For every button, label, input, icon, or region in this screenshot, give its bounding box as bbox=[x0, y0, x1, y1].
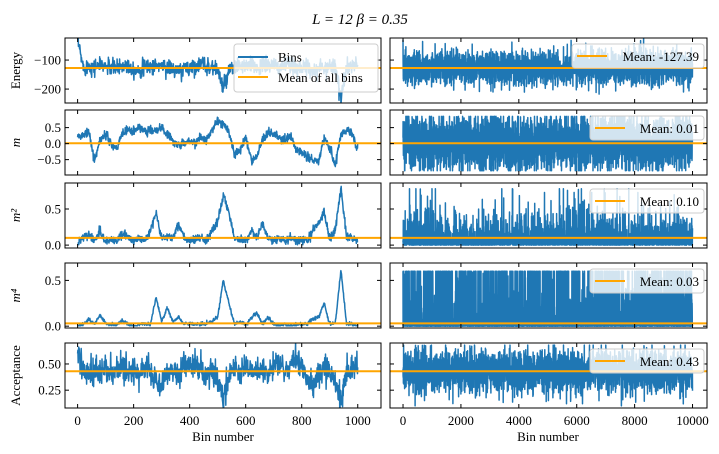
chart-title: L = 12 β = 0.35 bbox=[311, 12, 408, 28]
y-tick-label: 0.5 bbox=[45, 202, 61, 217]
panel-left-3: 0.5 0.0 m⁴ bbox=[8, 262, 382, 334]
series-group bbox=[390, 188, 707, 246]
panel-right-0: Mean: -127.39 bbox=[389, 37, 708, 104]
panel-left-1: 0.50.0−0.5 m bbox=[8, 109, 382, 176]
legend-mean-label: Mean: 0.43 bbox=[640, 354, 699, 369]
legend-box bbox=[589, 115, 705, 141]
axes-frame bbox=[389, 182, 708, 249]
y-tick-label: 0.0 bbox=[45, 136, 61, 151]
panel-left-4: 0 200 400 600 800 1000 0.50 0.25 Acceptance bbox=[8, 342, 382, 428]
x-tick-label: 1000 bbox=[345, 413, 371, 428]
panel-right-3: Mean: 0.03 bbox=[389, 262, 708, 329]
y-tick-label: 0.25 bbox=[38, 383, 61, 398]
legend: Mean: 0.01 bbox=[589, 115, 705, 141]
panel-right-2: Mean: 0.10 bbox=[389, 182, 708, 249]
y-axis-label: m bbox=[8, 138, 23, 147]
x-tick-label: 200 bbox=[124, 413, 144, 428]
x-tick-label: 10000 bbox=[676, 413, 709, 428]
series-group bbox=[390, 270, 707, 327]
y-axis-label: m⁴ bbox=[8, 288, 23, 302]
legend: Mean: -127.39 bbox=[571, 43, 705, 69]
legend-mean-label: Mean: 0.10 bbox=[640, 194, 699, 209]
series-group bbox=[65, 269, 381, 327]
legend-mean-label: Mean: -127.39 bbox=[622, 49, 699, 64]
x-tick-label: 0 bbox=[74, 413, 81, 428]
series-group bbox=[65, 185, 381, 246]
axes-frame bbox=[389, 262, 708, 329]
y-axis-label: Energy bbox=[8, 51, 23, 89]
legend-bins-label: Bins bbox=[278, 50, 302, 65]
legend-box bbox=[233, 43, 379, 93]
series-group bbox=[65, 116, 381, 168]
legend: Mean: 0.10 bbox=[589, 188, 705, 214]
x-tick-label: 2000 bbox=[448, 413, 474, 428]
axes-frame bbox=[64, 109, 382, 176]
y-axis-label: m² bbox=[8, 208, 23, 222]
bins-line bbox=[76, 343, 359, 408]
y-tick-label: 0.5 bbox=[45, 273, 61, 288]
x-tick-label: 600 bbox=[236, 413, 256, 428]
bins-line bbox=[402, 344, 694, 407]
x-tick-label: 400 bbox=[180, 413, 200, 428]
legend-box bbox=[589, 348, 705, 374]
axes-frame bbox=[389, 37, 708, 104]
panel-left-2: 0.5 0.0 m² bbox=[8, 182, 382, 253]
y-tick-label: 0.0 bbox=[45, 238, 61, 253]
legend: Bins Mean of all bins bbox=[233, 43, 379, 93]
panel-right-4: 0 2000 4000 6000 8000 10000 Mean: 0.43 bbox=[389, 342, 709, 428]
panel-right-1: Mean: 0.01 bbox=[389, 109, 708, 176]
bins-line bbox=[77, 185, 359, 246]
bins-line bbox=[402, 270, 694, 327]
x-axis-label-left: Bin number bbox=[192, 429, 254, 444]
x-tick-label: 8000 bbox=[622, 413, 648, 428]
legend-box bbox=[571, 43, 705, 69]
series-group bbox=[65, 343, 381, 408]
legend-box bbox=[589, 188, 705, 214]
bins-line bbox=[76, 116, 359, 168]
axes-frame bbox=[64, 37, 382, 104]
y-tick-label: 0.5 bbox=[45, 120, 61, 135]
x-tick-label: 6000 bbox=[564, 413, 590, 428]
y-tick-label: −0.5 bbox=[37, 152, 61, 167]
axes-frame bbox=[64, 182, 382, 249]
legend: Mean: 0.43 bbox=[589, 348, 705, 374]
legend-mean-label: Mean: 0.01 bbox=[640, 121, 699, 136]
x-tick-label: 0 bbox=[400, 413, 407, 428]
axes-frame bbox=[389, 109, 708, 176]
y-tick-label: −200 bbox=[34, 82, 61, 97]
bins-line bbox=[76, 269, 359, 327]
panel-left-0: −100 −200 Energy Bins Mean of all bins bbox=[8, 37, 382, 104]
x-tick-label: 800 bbox=[292, 413, 312, 428]
y-tick-label: −100 bbox=[34, 53, 61, 68]
legend-mean-label: Mean of all bins bbox=[278, 70, 363, 85]
axes-frame bbox=[389, 342, 708, 409]
legend-mean-label: Mean: 0.03 bbox=[640, 274, 699, 289]
bins-line bbox=[402, 188, 694, 246]
x-tick-label: 4000 bbox=[506, 413, 532, 428]
axes-frame bbox=[64, 342, 382, 409]
y-tick-label: 0.50 bbox=[38, 356, 61, 371]
legend: Mean: 0.03 bbox=[589, 268, 705, 294]
y-tick-label: 0.0 bbox=[45, 319, 61, 334]
y-axis-label: Acceptance bbox=[8, 345, 23, 406]
x-axis-label-right: Bin number bbox=[517, 429, 579, 444]
axes-frame bbox=[64, 262, 382, 329]
legend-box bbox=[589, 268, 705, 294]
